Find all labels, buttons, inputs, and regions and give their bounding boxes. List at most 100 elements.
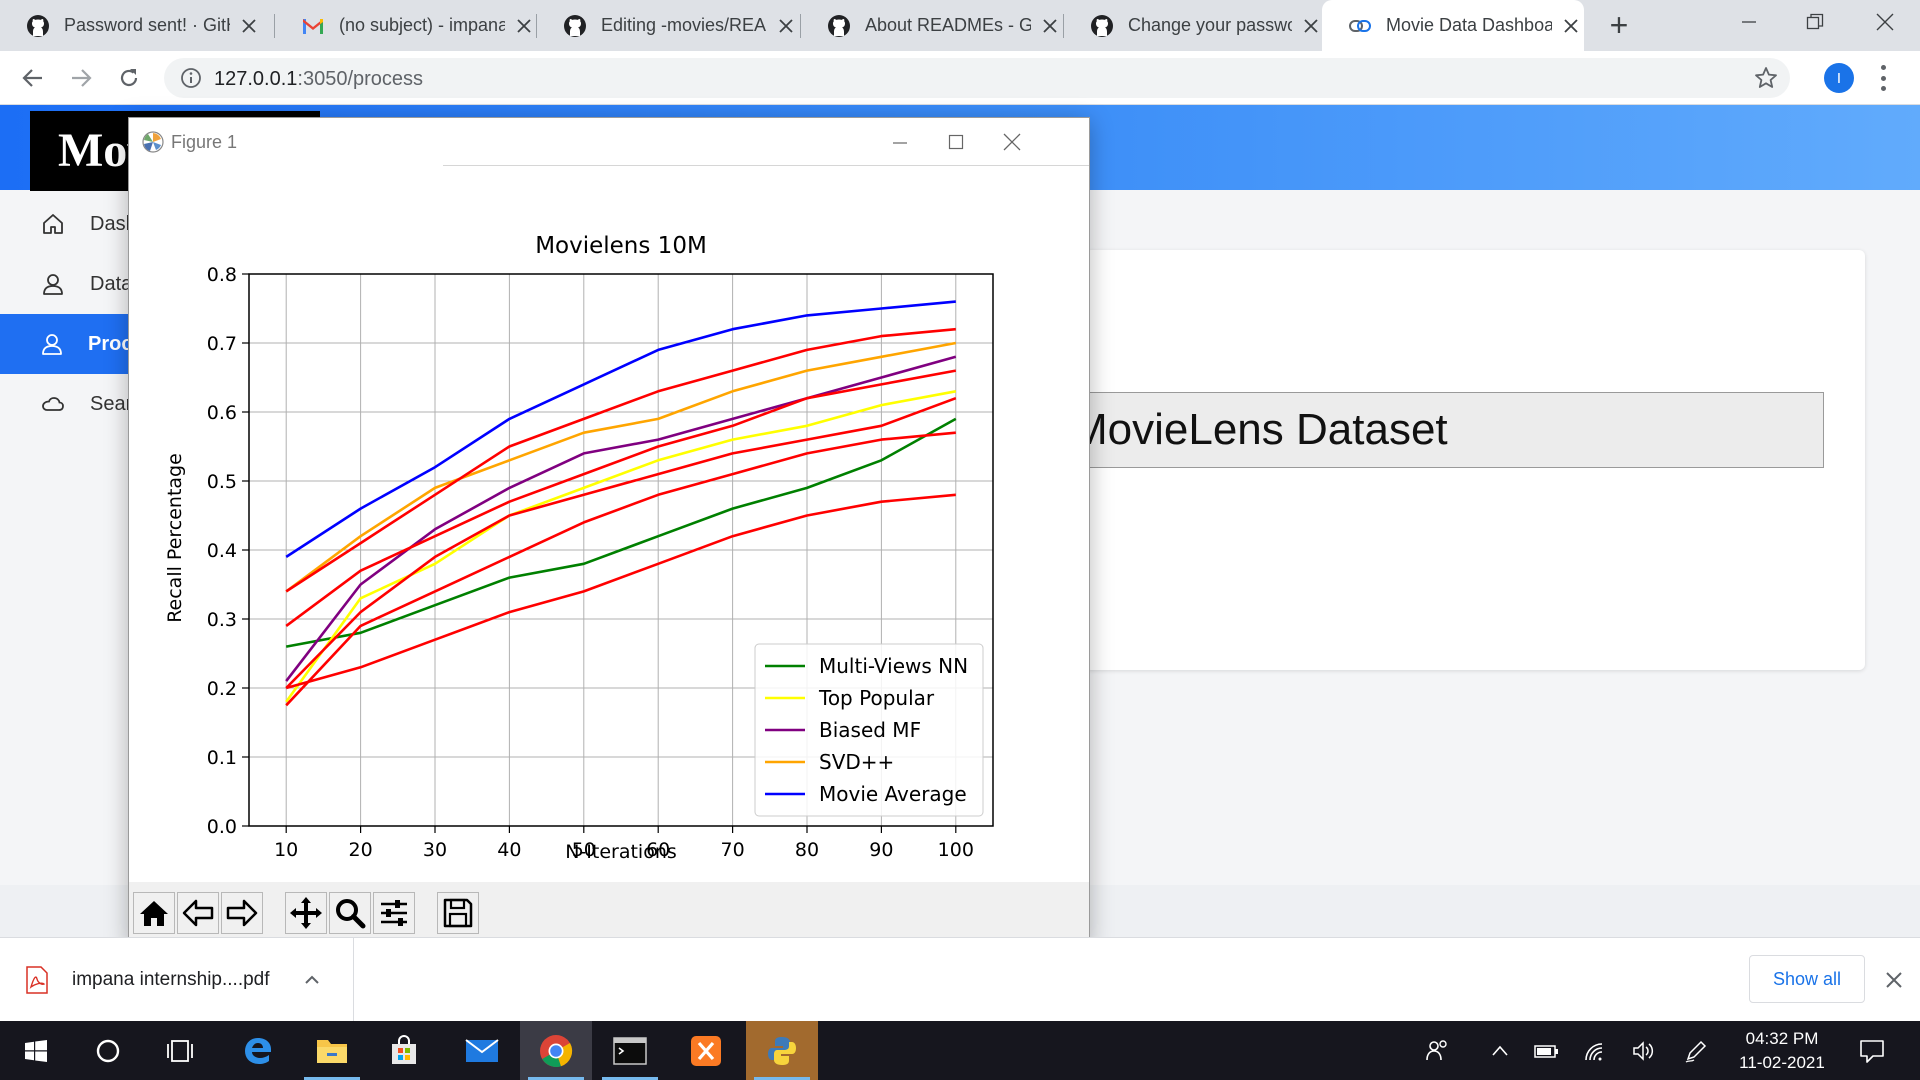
close-tab-button[interactable] (513, 15, 535, 37)
people-tray-button[interactable] (1424, 1037, 1452, 1065)
browser-tab[interactable]: (no subject) - impana (275, 0, 537, 51)
close-download-bar-button[interactable] (1880, 966, 1908, 994)
x-tick-label: 90 (869, 839, 893, 861)
x-tick-label: 30 (423, 839, 447, 861)
series-line-unlabeled (285, 327, 956, 593)
x-tick-label: 100 (938, 839, 974, 861)
browser-tab[interactable]: Editing -movies/README (537, 0, 801, 51)
action-center-button[interactable] (1858, 1037, 1886, 1065)
y-tick-label: 0.4 (207, 540, 237, 562)
new-tab-button[interactable]: + (1609, 6, 1629, 43)
taskbar-edge[interactable] (222, 1021, 294, 1080)
close-tab-button[interactable] (1300, 15, 1322, 37)
save-icon (443, 898, 473, 928)
series-line-multi-views-nn (285, 417, 957, 648)
browser-tab-label: (no subject) - impana (339, 15, 505, 35)
series-line-unlabeled (285, 431, 956, 707)
figure-close-button[interactable] (987, 126, 1037, 158)
chart-series (285, 300, 957, 707)
figure-title: Figure 1 (171, 132, 238, 152)
toolbar-save-button[interactable] (437, 892, 479, 934)
gmail-icon (301, 14, 325, 38)
browser-tab[interactable]: Password sent! · GitHub (0, 0, 275, 51)
figure-title-bar[interactable]: Figure 1 (129, 118, 1089, 166)
clock-time: 04:32 PM (1745, 1029, 1819, 1048)
volume-tray-button[interactable] (1630, 1037, 1658, 1065)
taskbar-file-explorer[interactable] (296, 1021, 368, 1080)
profile-avatar[interactable]: I (1824, 63, 1854, 93)
url-text[interactable]: 127.0.0.1:3050/process (214, 68, 423, 91)
home-icon (40, 211, 66, 237)
pdf-file-icon (26, 966, 48, 994)
search-button[interactable] (72, 1021, 144, 1080)
toolbar-pan-button[interactable] (285, 892, 327, 934)
taskbar-terminal[interactable] (594, 1021, 666, 1080)
close-tab-button[interactable] (775, 15, 797, 37)
bookmark-star-icon[interactable] (1754, 66, 1778, 90)
x-tick-label: 10 (274, 839, 298, 861)
taskbar-mail[interactable] (446, 1021, 518, 1080)
toolbar-home-button[interactable] (133, 892, 175, 934)
y-tick-label: 0.7 (207, 333, 237, 355)
xampp-icon (691, 1035, 721, 1066)
figure-minimize-button[interactable] (875, 126, 925, 158)
battery-tray-button[interactable] (1532, 1037, 1560, 1065)
wifi-tray-button[interactable] (1582, 1037, 1610, 1065)
browser-menu-button[interactable] (1878, 65, 1888, 91)
download-item[interactable]: impana internship....pdf (22, 938, 354, 1022)
browser-toolbar: 127.0.0.1:3050/process I (0, 51, 1920, 105)
show-hidden-icons-button[interactable] (1486, 1037, 1514, 1065)
x-tick-label: 60 (646, 839, 670, 861)
reload-button[interactable] (112, 61, 146, 95)
taskbar-chrome[interactable] (520, 1021, 592, 1080)
browser-tab[interactable]: Change your password (1064, 0, 1322, 51)
close-icon (1003, 133, 1021, 151)
chevron-up-icon[interactable] (300, 968, 324, 992)
toolbar-zoom-button[interactable] (329, 892, 371, 934)
tab-separator (274, 14, 275, 38)
minimize-icon (1742, 21, 1756, 23)
toolbar-back-button[interactable] (177, 892, 219, 934)
minimize-window-button[interactable] (1716, 0, 1782, 44)
close-tab-button[interactable] (1039, 15, 1061, 37)
browser-tab-label: Password sent! · GitHub (64, 15, 230, 35)
chart-title: Movielens 10M (535, 233, 707, 259)
browser-tab[interactable]: About READMEs - GitHub (801, 0, 1064, 51)
close-window-button[interactable] (1852, 0, 1918, 44)
show-all-downloads-button[interactable]: Show all (1749, 955, 1865, 1003)
search-circle-icon (96, 1039, 120, 1062)
home-icon (140, 901, 168, 926)
taskbar-xampp[interactable] (670, 1021, 742, 1080)
close-tab-button[interactable] (1560, 15, 1582, 37)
chevron-up-icon (1492, 1045, 1508, 1056)
back-button[interactable] (16, 61, 50, 95)
series-line-unlabeled (285, 493, 956, 690)
browser-tab[interactable]: Movie Data Dashboard (1322, 0, 1584, 51)
address-bar[interactable]: 127.0.0.1:3050/process (164, 58, 1790, 98)
user-icon (40, 271, 66, 297)
system-clock[interactable]: 04:32 PM 11-02-2021 (1718, 1027, 1846, 1075)
legend-label: Biased MF (819, 718, 921, 742)
legend-label: SVD++ (819, 750, 894, 774)
toolbar-forward-button[interactable] (221, 892, 263, 934)
figure-maximize-button[interactable] (931, 126, 981, 158)
forward-button[interactable] (64, 61, 98, 95)
close-tab-button[interactable] (238, 15, 260, 37)
toolbar-configure-subplots-button[interactable] (373, 892, 415, 934)
info-icon[interactable] (180, 67, 202, 89)
task-view-button[interactable] (144, 1021, 216, 1080)
taskbar-python[interactable] (746, 1021, 818, 1080)
github-icon (827, 14, 851, 38)
legend-label: Top Popular (818, 686, 935, 710)
close-icon (779, 18, 793, 33)
taskbar-store[interactable] (368, 1021, 440, 1080)
close-icon (1564, 18, 1578, 33)
start-button[interactable] (0, 1021, 72, 1080)
legend-box (754, 643, 984, 817)
restore-window-button[interactable] (1782, 0, 1848, 44)
windows-logo-icon (25, 1039, 47, 1062)
pen-tray-button[interactable] (1682, 1037, 1710, 1065)
windows-taskbar: 04:32 PM 11-02-2021 (0, 1021, 1920, 1080)
github-icon (26, 14, 50, 38)
pan-icon (290, 897, 322, 929)
